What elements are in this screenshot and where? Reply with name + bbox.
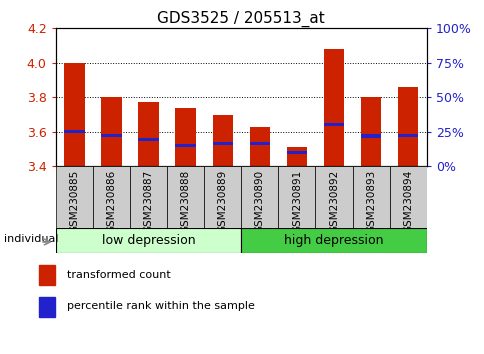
Text: GSM230893: GSM230893 [365,170,376,233]
Text: percentile rank within the sample: percentile rank within the sample [67,301,255,311]
Bar [315,166,352,228]
Bar [93,166,130,228]
Bar [323,49,344,166]
Bar [39,297,55,317]
Bar [389,166,426,228]
Text: high depression: high depression [284,234,383,247]
Bar [212,142,232,145]
Bar [286,150,306,154]
Bar [64,130,84,133]
Bar [56,166,93,228]
Bar [138,102,158,166]
Text: GSM230890: GSM230890 [254,170,264,233]
Text: GSM230894: GSM230894 [402,170,412,233]
Text: low depression: low depression [102,234,195,247]
Bar [130,166,166,228]
Bar [241,166,278,228]
Bar [278,166,315,228]
Bar [39,265,55,285]
Text: GSM230888: GSM230888 [180,170,190,233]
Bar [249,142,270,145]
Bar [249,127,270,166]
Title: GDS3525 / 205513_at: GDS3525 / 205513_at [157,11,324,27]
Bar [323,123,344,126]
Bar [360,135,380,138]
Text: transformed count: transformed count [67,270,170,280]
Text: GSM230891: GSM230891 [291,170,302,233]
Bar [175,108,196,166]
Bar [56,228,241,253]
Bar [101,134,121,137]
Bar [352,166,389,228]
Bar [138,138,158,141]
Bar [286,147,306,166]
Bar [101,97,121,166]
Bar [397,134,418,137]
Text: GSM230892: GSM230892 [328,170,338,233]
Text: GSM230889: GSM230889 [217,170,227,233]
Bar [397,87,418,166]
Bar [64,63,84,166]
Bar [360,97,380,166]
Text: GSM230887: GSM230887 [143,170,153,233]
Bar [212,115,232,166]
Text: individual: individual [4,234,59,245]
Bar [241,228,426,253]
Bar [204,166,241,228]
Bar [166,166,204,228]
Text: GSM230885: GSM230885 [69,170,79,233]
Bar [175,144,196,147]
Text: GSM230886: GSM230886 [106,170,116,233]
